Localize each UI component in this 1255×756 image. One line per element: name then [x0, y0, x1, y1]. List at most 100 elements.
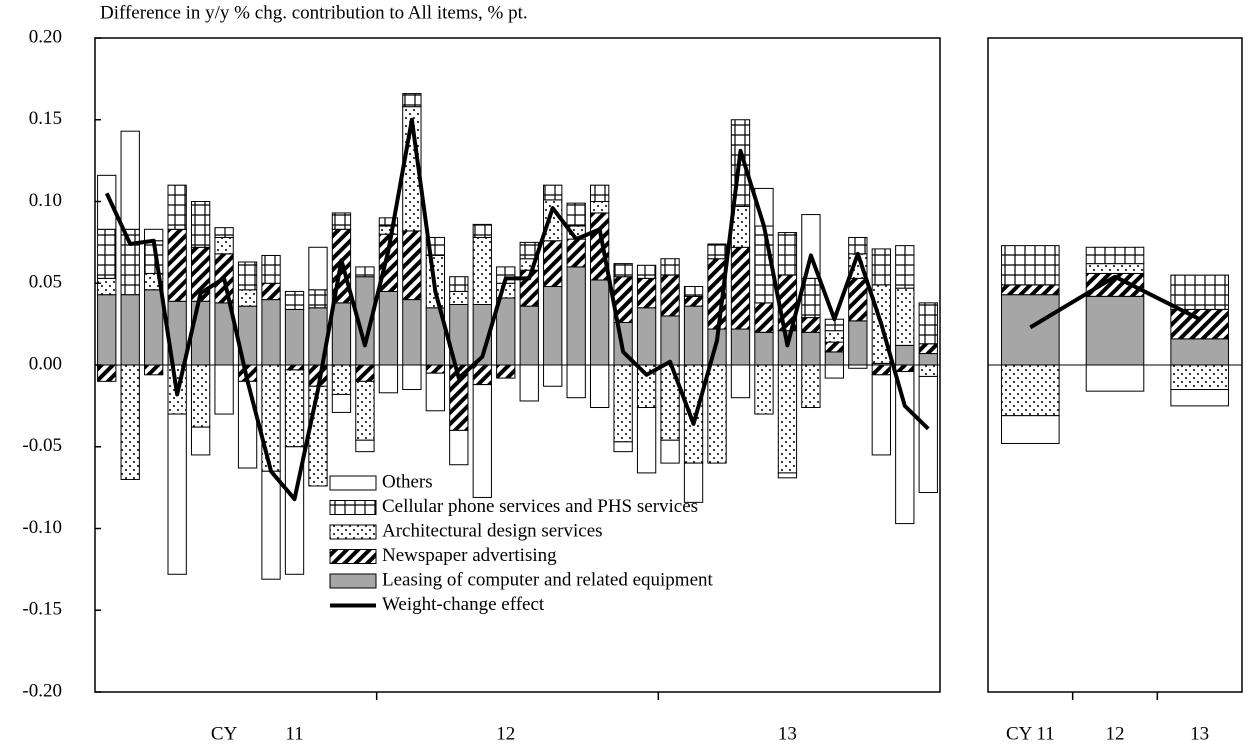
bar-segment: [613, 263, 633, 278]
legend-label: Architectural design services: [382, 520, 603, 541]
bar-segment: [848, 236, 868, 255]
bar-segment: [331, 212, 352, 230]
line-series: [104, 117, 930, 502]
bar-segment: [848, 277, 868, 322]
bar-segment: [918, 364, 938, 377]
bar-segment: [566, 266, 586, 366]
bar-segment: [1085, 263, 1145, 274]
bar-segment: [683, 364, 704, 464]
bar-segment: [190, 426, 211, 456]
bar-segment: [355, 364, 375, 382]
bar-segment: [144, 289, 164, 366]
bar-segment: [871, 248, 891, 286]
line-series: [1029, 274, 1201, 330]
bar-segment: [449, 429, 469, 466]
bar-segment: [777, 232, 798, 276]
x-tick-label: 13: [1190, 723, 1209, 744]
y-tick-label: 0.10: [29, 190, 62, 211]
bar-segment: [824, 330, 845, 343]
bar-segment: [871, 364, 891, 376]
bar-segment: [284, 290, 305, 310]
bar-segment: [425, 372, 446, 412]
legend-label: Weight-change effect: [382, 594, 545, 615]
bar-segment: [1001, 245, 1060, 286]
bar-segment: [378, 225, 399, 235]
bar-segment: [496, 297, 516, 366]
bar-segment: [120, 364, 140, 480]
bar-segment: [707, 243, 727, 260]
bar-segment: [543, 240, 563, 288]
bar-segment: [97, 174, 117, 230]
bar-segment: [801, 317, 821, 333]
bar-segment: [378, 364, 399, 394]
bar-segment: [918, 375, 938, 494]
bar-segment: [730, 328, 751, 366]
bar-segment: [97, 294, 117, 366]
bar-segment: [120, 228, 140, 296]
bar-segment: [378, 217, 399, 227]
bar-segment: [613, 441, 633, 453]
y-tick-label: 0.00: [29, 353, 62, 374]
bar-segment: [308, 385, 328, 487]
legend-label: Leasing of computer and related equipmen…: [382, 569, 714, 590]
bar-segment: [190, 300, 211, 366]
bar-segment: [378, 290, 399, 366]
bar-segment: [261, 299, 281, 366]
bar-segment: [167, 413, 187, 575]
bar-segment: [402, 230, 422, 301]
bar-segment: [777, 472, 798, 479]
bar-segment: [543, 364, 563, 387]
legend-swatch: [329, 524, 377, 540]
bar-segment: [214, 364, 234, 415]
bar-segment: [754, 302, 774, 333]
legend-label: Cellular phone services and PHS services: [382, 496, 698, 517]
bar-segment: [120, 130, 140, 230]
legend-swatch: [329, 573, 377, 589]
bar-segment: [214, 227, 234, 238]
bar-segment: [636, 277, 657, 309]
bar-segment: [848, 364, 868, 369]
bar-segment: [613, 364, 633, 443]
bar-segment: [261, 254, 281, 284]
x-tick-label: 12: [496, 723, 515, 744]
legend-swatch: [329, 475, 377, 491]
bar-segment: [1170, 389, 1229, 407]
bar-segment: [167, 228, 187, 302]
bar-segment: [519, 364, 539, 402]
y-tick-label: 0.20: [29, 26, 62, 47]
bar-segment: [167, 184, 187, 230]
bar-segment: [472, 384, 492, 498]
bar-segment: [97, 228, 117, 279]
x-tick-label: 11: [285, 723, 303, 744]
bar-segment: [402, 93, 422, 108]
bar-segment: [97, 277, 117, 296]
bar-segment: [589, 201, 610, 214]
bar-segment: [589, 184, 610, 202]
chart-title: Difference in y/y % chg. contribution to…: [100, 2, 528, 23]
bar-segment: [261, 470, 281, 580]
bar-segment: [1001, 415, 1060, 444]
bar-segment: [589, 279, 610, 366]
bar-segment: [261, 364, 281, 472]
bar-segment: [589, 364, 610, 409]
bar-segment: [402, 364, 422, 391]
bar-segment: [1170, 338, 1229, 366]
x-tick-label: 13: [778, 723, 797, 744]
bar-segment: [636, 407, 657, 474]
bar-segment: [566, 364, 586, 399]
x-tick-label: CY: [211, 723, 238, 744]
bar-segment: [824, 364, 845, 379]
bar-segment: [660, 258, 680, 276]
bar-segment: [331, 393, 352, 413]
bar-segment: [730, 246, 751, 330]
bar-segment: [1085, 364, 1145, 392]
bar-segment: [1170, 274, 1229, 310]
bar-segment: [355, 266, 375, 278]
bar-segment: [918, 302, 938, 345]
bar-segment: [449, 290, 469, 306]
bar-segment: [284, 364, 305, 371]
bar-segment: [683, 295, 704, 307]
bar-segment: [402, 299, 422, 366]
y-tick-label: -0.05: [22, 435, 62, 456]
y-tick-label: 0.05: [29, 272, 62, 293]
